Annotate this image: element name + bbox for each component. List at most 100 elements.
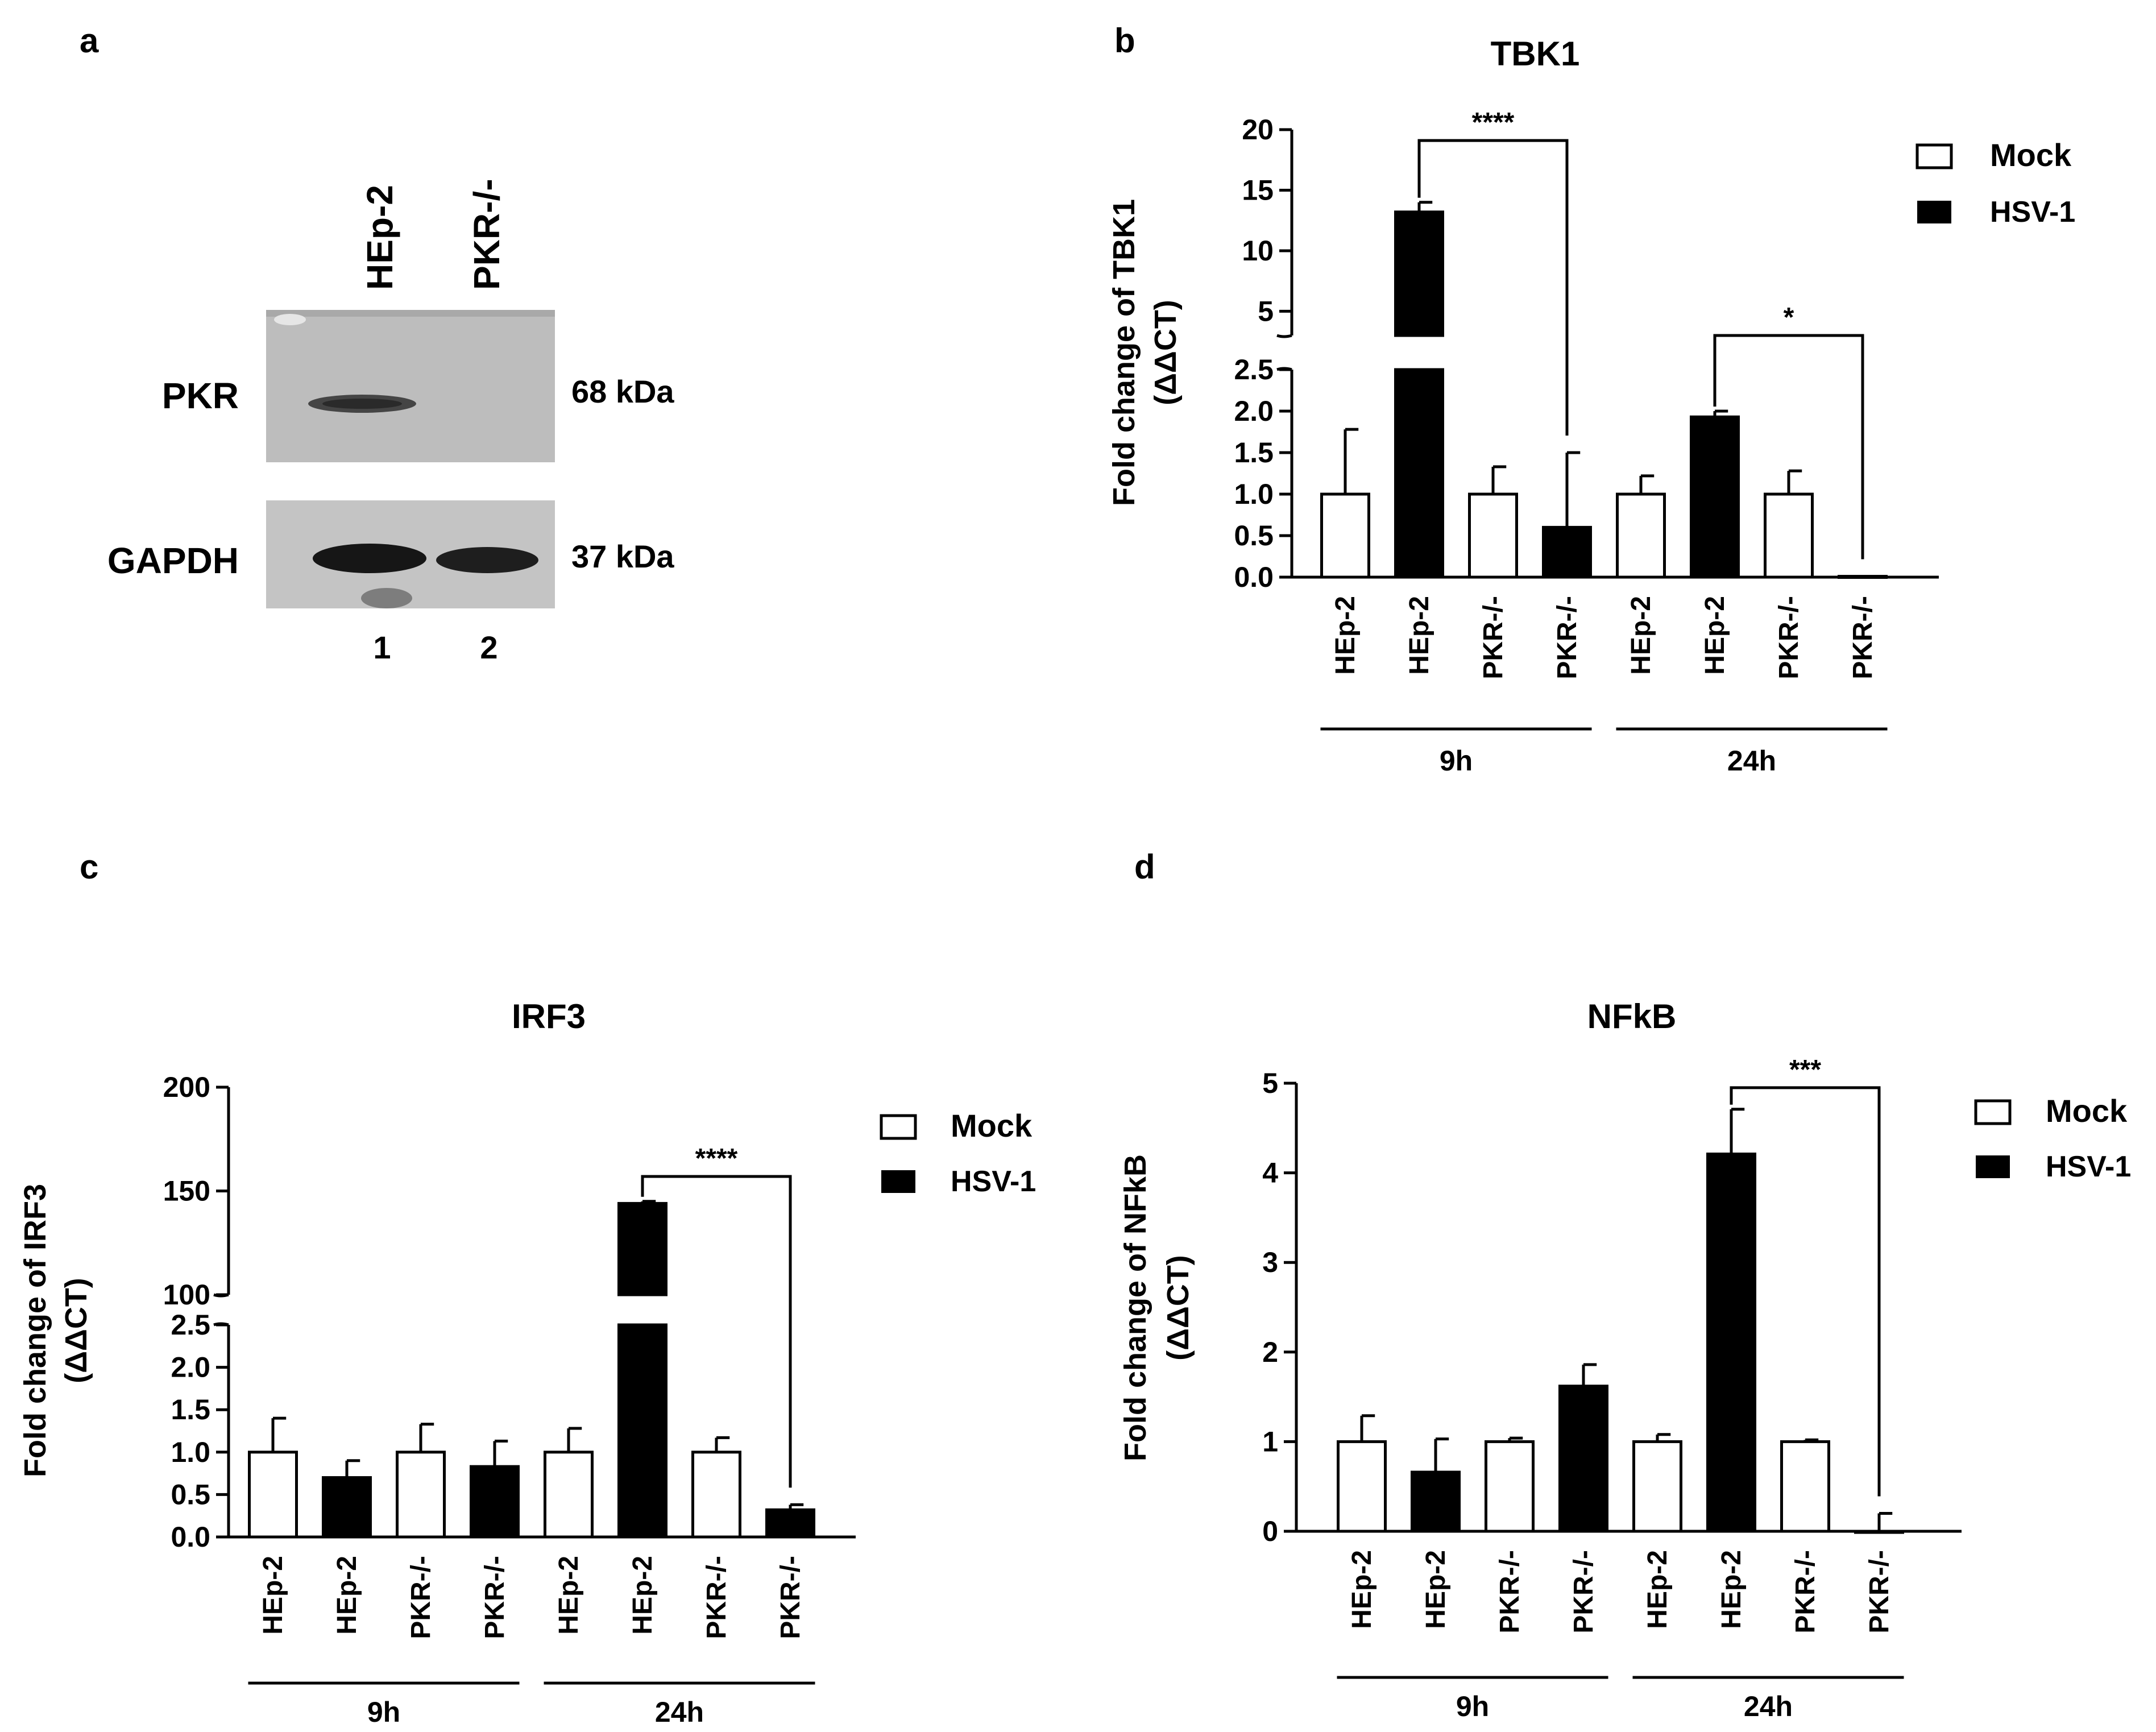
pkr-blot-strip [266,310,555,462]
y-axis-label-units: (ΔΔCT) [1161,1255,1195,1361]
x-tick-label: HEp-2 [628,1556,658,1635]
bar [1468,492,1518,579]
bar [1394,210,1444,337]
legend-hsv-swatch [1917,201,1951,223]
significance-label: * [1784,303,1794,333]
lane-label-pkr-ko: PKR-/- [466,179,507,290]
x-tick-label: HEp-2 [1643,1550,1673,1629]
legend-b: Mock HSV-1 [1915,137,2075,229]
pkr-band-lane1-core [322,399,402,409]
x-tick-label: PKR-/- [1569,1550,1599,1634]
legend-mock-label: Mock [2046,1093,2128,1129]
x-tick-label: HEp-2 [258,1556,288,1635]
legend-mock-swatch [1915,143,1953,169]
y-tick-label: 4 [1262,1157,1278,1189]
bar [1394,368,1444,579]
panel-letter-c: c [80,848,98,886]
y-tick-label: 10 [1242,235,1274,267]
y-tick-label: 5 [1262,1067,1278,1099]
gapdh-band-lane2 [436,547,538,573]
chart-irf3: IRF3 Fold change of IRF3 (ΔΔCT) 0.0 0.5 1.0 1.… [18,997,856,1728]
bar [691,1451,741,1539]
row-label-pkr: PKR [162,375,239,416]
y-tick-label: 2.5 [1234,354,1274,386]
bar [1854,1530,1904,1534]
x-tick-label: HEp-2 [1330,596,1361,675]
y-tick-label: 1.5 [171,1394,210,1426]
y-axis-label: Fold change of TBK1 [1107,199,1141,506]
legend-mock-label: Mock [1990,137,2072,173]
significance-bracket [1730,1086,1881,1497]
legend-mock-swatch [880,1114,917,1140]
x-tick-label: PKR-/- [1774,596,1804,679]
x-tick-label: PKR-/- [1848,596,1878,679]
y-tick-label: 0.0 [171,1521,210,1553]
chart-title: IRF3 [512,997,586,1035]
significance-label: **** [695,1143,738,1174]
bar [1411,1470,1461,1533]
x-tick-label: HEp-2 [332,1556,362,1635]
y-axis-label: Fold change of NFkB [1118,1154,1152,1461]
group-label: 24h [655,1696,704,1728]
western-blot: HEp-2 PKR-/- PKR GAPDH 68 kDa 37 kDa 1 2 [107,179,675,665]
bar [248,1451,298,1539]
chart-title: NFkB [1587,997,1677,1035]
y-tick-label: 20 [1242,114,1274,146]
y-tick-label: 150 [163,1175,210,1207]
chart-tbk1: TBK1 Fold change of TBK1 (ΔΔCT) 0.0 0.5 1.0 1.… [1107,35,1939,777]
panel-letter-a: a [80,22,99,60]
x-tick-label: PKR-/- [1495,1550,1525,1634]
legend-hsv-label: HSV-1 [2046,1150,2131,1183]
bar [544,1451,594,1539]
legend-c: Mock HSV-1 [880,1108,1036,1198]
x-tick-label: HEp-2 [554,1556,584,1635]
y-tick-label: 2.0 [1234,395,1274,427]
y-tick-label: 0.5 [171,1478,210,1510]
y-tick-label: 5 [1258,295,1274,327]
legend-hsv-swatch [881,1170,915,1193]
chart-title: TBK1 [1491,35,1580,73]
group-label: 24h [1727,745,1776,777]
y-axis-label: Fold change of IRF3 [18,1184,52,1477]
y-tick-label: 0 [1262,1515,1278,1547]
y-tick-label: 3 [1262,1246,1278,1278]
bar [1337,1440,1387,1533]
bar [1690,415,1740,579]
y-axis-label-units: (ΔΔCT) [1149,300,1183,405]
lane-number-2: 2 [480,629,497,665]
bar [765,1508,815,1539]
y-tick-label: 0.0 [1234,561,1274,593]
bar [1780,1440,1830,1533]
blot-artifact [274,314,306,325]
group-label: 24h [1744,1690,1793,1722]
x-tick-label: PKR-/- [1790,1550,1821,1634]
bar [322,1476,372,1539]
y-tick-label: 2 [1262,1336,1278,1368]
bar [1632,1440,1682,1533]
bar [1558,1385,1608,1533]
legend-d: Mock HSV-1 [1974,1093,2131,1183]
y-tick-label: 1.5 [1234,437,1274,469]
y-tick-label: 0.5 [1234,520,1274,552]
y-axis-label-units: (ΔΔCT) [59,1278,93,1383]
bar [396,1451,446,1539]
x-tick-label: PKR-/- [702,1556,732,1639]
group-label: 9h [367,1696,400,1728]
significance-bracket [1713,334,1864,560]
x-tick-label: HEp-2 [1404,596,1434,675]
y-tick-label: 1.0 [171,1436,210,1468]
x-tick-label: HEp-2 [1700,596,1730,675]
bar [1764,492,1814,579]
y-tick-label: 100 [163,1279,210,1311]
x-tick-label: HEp-2 [1716,1550,1747,1629]
legend-mock-label: Mock [951,1108,1033,1143]
significance-label: *** [1789,1055,1821,1085]
bar [470,1465,520,1539]
x-tick-label: HEp-2 [1421,1550,1451,1629]
x-tick-label: PKR-/- [1478,596,1508,679]
x-tick-label: PKR-/- [1864,1550,1894,1634]
gapdh-band-lane1 [313,544,426,573]
axis-break-mark [1276,334,1292,338]
legend-mock-swatch [1974,1099,2012,1125]
